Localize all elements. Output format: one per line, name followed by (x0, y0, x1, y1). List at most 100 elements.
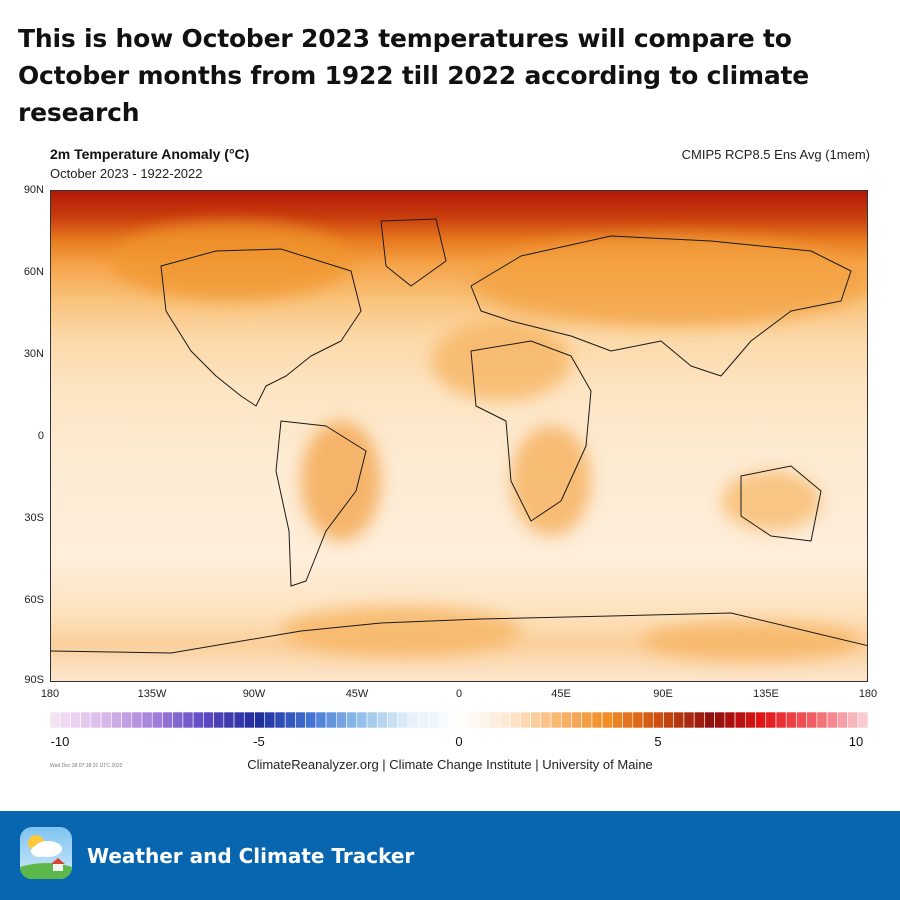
map-subtitle: October 2023 - 1922-2022 (50, 166, 203, 181)
colorbar-segment (571, 712, 582, 728)
colorbar-segment (366, 712, 378, 728)
colorbar-segment (734, 712, 746, 728)
colorbar-segment (407, 712, 419, 728)
colorbar-segment (612, 712, 623, 728)
lat-label-60n: 60N (23, 266, 44, 278)
colorbar-segment (428, 712, 439, 728)
colorbar-segment (499, 712, 511, 728)
colorbar-segment (468, 712, 480, 728)
colorbar-segment (50, 712, 61, 728)
lat-label-60s: 60S (24, 594, 44, 606)
colorbar-segment (847, 712, 859, 728)
colorbar-segment (540, 712, 552, 728)
colorbar-segment (673, 712, 685, 728)
lon-label-90e: 90E (653, 688, 673, 700)
colorbar-segment (397, 712, 409, 728)
colorbar-segment (182, 712, 194, 728)
colorbar-segment (724, 712, 736, 728)
colorbar-segment (683, 712, 695, 728)
colorbar-tick-0: 0 (455, 734, 463, 749)
colorbar-segment (806, 712, 818, 728)
colorbar-segment (448, 712, 460, 728)
anomaly-map (50, 190, 868, 682)
colorbar-segment (162, 712, 173, 728)
colorbar-segment (581, 712, 593, 728)
colorbar-segment (264, 712, 276, 728)
colorbar-segment (796, 712, 807, 728)
colorbar-segment (693, 712, 705, 728)
colorbar-segment (346, 712, 358, 728)
colorbar-segment (550, 712, 562, 728)
model-label: CMIP5 RCP8.5 Ens Avg (1mem) (681, 147, 870, 162)
colorbar-segment (479, 712, 490, 728)
colorbar-tick-minus-5: -5 (253, 734, 265, 749)
colorbar-segment (642, 712, 654, 728)
colorbar-segment (601, 712, 613, 728)
colorbar-segment (80, 712, 92, 728)
colorbar-segment (857, 712, 868, 728)
lon-label-90w: 90W (242, 688, 266, 700)
colorbar-segment (284, 712, 296, 728)
colorbar-segment (744, 712, 756, 728)
lat-label-90n: 90N (23, 184, 44, 196)
colorbar-segment (151, 712, 163, 728)
colorbar-segment (560, 712, 572, 728)
colorbar-segment (274, 712, 286, 728)
colorbar-segment (59, 712, 71, 728)
colorbar-segment (520, 712, 531, 728)
colorbar-segment (755, 712, 767, 728)
colorbar-segment (775, 712, 787, 728)
colorbar-segment (295, 712, 306, 728)
colorbar-segment (192, 712, 204, 728)
colorbar-segment (417, 712, 429, 728)
colorbar-segment (243, 712, 255, 728)
colorbar (50, 712, 868, 728)
colorbar-segment (305, 712, 317, 728)
lon-label-45e: 45E (551, 688, 571, 700)
colorbar-tick-10: 10 (848, 734, 864, 749)
lat-label-30s: 30S (24, 512, 44, 524)
colorbar-segment (387, 712, 398, 728)
map-title: 2m Temperature Anomaly (°C) (50, 146, 250, 162)
colorbar-segment (356, 712, 368, 728)
timestamp: Wed Dec 28 07:18:31 UTC 2022 (50, 763, 123, 769)
lon-label-45w: 45W (345, 688, 369, 700)
colorbar-segment (632, 712, 644, 728)
lon-label-180e: 180 (858, 688, 878, 700)
colorbar-segment (325, 712, 337, 728)
colorbar-segment (111, 712, 122, 728)
footer-bar: Weather and Climate Tracker (0, 811, 900, 900)
colorbar-segment (591, 712, 603, 728)
headline: This is how October 2023 temperatures wi… (18, 24, 809, 127)
colorbar-segment (213, 712, 225, 728)
colorbar-segment (100, 712, 112, 728)
lat-label-0: 0 (37, 430, 44, 442)
colorbar-segment (141, 712, 153, 728)
brand-name: Weather and Climate Tracker (87, 844, 415, 868)
colorbar-segment (816, 712, 828, 728)
colorbar-segment (376, 712, 388, 728)
weather-app-icon (20, 827, 72, 879)
colorbar-segment (704, 712, 715, 728)
colorbar-segment (663, 712, 675, 728)
colorbar-segment (315, 712, 327, 728)
colorbar-segment (622, 712, 634, 728)
colorbar-segment (70, 712, 81, 728)
colorbar-segment (203, 712, 214, 728)
colorbar-segment (223, 712, 235, 728)
lon-label-0: 0 (455, 688, 463, 700)
colorbar-segment (438, 712, 450, 728)
colorbar-segment (714, 712, 726, 728)
credits: ClimateReanalyzer.org | Climate Change I… (247, 757, 653, 772)
colorbar-segment (233, 712, 245, 728)
lon-label-135w: 135W (137, 688, 167, 700)
colorbar-segment (458, 712, 470, 728)
colorbar-segment (837, 712, 848, 728)
colorbar-segment (652, 712, 664, 728)
colorbar-segment (172, 712, 184, 728)
lon-label-180w: 180 (40, 688, 60, 700)
lat-label-90s: 90S (24, 674, 44, 686)
colorbar-tick-minus-10: -10 (50, 734, 70, 749)
colorbar-segment (90, 712, 102, 728)
colorbar-segment (131, 712, 143, 728)
